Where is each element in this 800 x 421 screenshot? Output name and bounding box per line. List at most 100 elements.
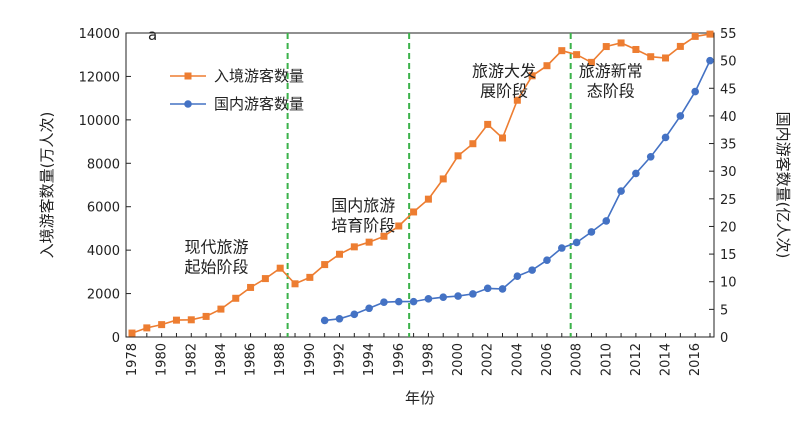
inbound-point (395, 222, 403, 230)
inbound-point (306, 273, 314, 281)
x-tick-label: 1996 (392, 343, 407, 376)
inbound-point (247, 283, 255, 291)
x-tick-label: 1992 (332, 343, 347, 376)
inbound-point (543, 62, 551, 70)
x-tick-label: 1980 (155, 343, 170, 376)
series-markers (128, 30, 714, 337)
inbound-point (602, 43, 610, 51)
inbound-point (410, 208, 418, 216)
x-tick-label: 2000 (451, 343, 466, 376)
domestic-point (557, 244, 566, 252)
inbound-point (469, 140, 477, 148)
x-tick-label: 1986 (244, 343, 259, 376)
inbound-point (662, 54, 670, 62)
inbound-point (202, 312, 210, 320)
y-right-tick-label: 55 (720, 27, 737, 42)
y-right-tick-label: 40 (720, 110, 737, 125)
inbound-point (172, 316, 180, 324)
inbound-point (706, 30, 714, 38)
stage-label: 展阶段 (480, 81, 528, 100)
domestic-point (380, 298, 388, 306)
y-right-tick-label: 25 (720, 193, 737, 208)
domestic-point (617, 187, 625, 195)
x-axis-title: 年份 (405, 389, 435, 407)
domestic-point (394, 297, 403, 306)
y-axis-left-title: 入境游客数量(万人次) (38, 112, 56, 259)
inbound-point (484, 120, 492, 128)
y-right-tick-label: 10 (720, 276, 737, 291)
x-tick-label: 2016 (688, 343, 703, 376)
inbound-point (691, 32, 699, 40)
inbound-point (439, 175, 447, 183)
domestic-point (513, 272, 522, 281)
y-right-tick-label: 0 (720, 331, 728, 346)
y-left-tick-label: 6000 (87, 201, 120, 216)
stage-label: 旅游大发 (472, 61, 536, 80)
domestic-point (320, 316, 329, 325)
inbound-point (528, 72, 536, 80)
domestic-point (691, 87, 699, 96)
domestic-point (661, 133, 670, 142)
y-left-tick-label: 8000 (87, 157, 120, 172)
panel-label: a (148, 26, 157, 44)
x-tick-label: 1984 (214, 343, 229, 376)
y-right-tick-label: 50 (720, 55, 737, 70)
domestic-point (498, 285, 507, 293)
inbound-point (513, 96, 521, 104)
domestic-point (335, 314, 344, 323)
legend-marker-inbound (184, 72, 192, 80)
inbound-point (128, 329, 136, 337)
x-tick-label: 2006 (540, 343, 555, 376)
y-right-tick-label: 15 (720, 248, 737, 263)
axes: 0 2000 4000 6000 8000 10000 12000 14000 0 5 10 15 20… (79, 27, 737, 376)
inbound-series-line (131, 33, 711, 334)
domestic-point (350, 310, 359, 319)
y-left-tick-label: 14000 (79, 27, 120, 42)
x-tick-label: 2012 (629, 343, 644, 376)
stage-label: 国内旅游 (331, 196, 395, 215)
y-right-tick-label: 35 (720, 138, 737, 153)
inbound-point (632, 45, 640, 53)
inbound-point (217, 305, 225, 313)
stage-label: 旅游新常 (579, 61, 643, 80)
y-left-tick-label: 0 (112, 331, 120, 346)
domestic-point (528, 266, 536, 274)
domestic-point (646, 153, 655, 161)
x-tick-label: 2014 (659, 343, 674, 376)
x-tick-label: 1988 (273, 343, 288, 376)
domestic-point (572, 238, 581, 247)
legend-marker-domestic (184, 100, 192, 108)
inbound-point (587, 58, 595, 66)
inbound-point (321, 261, 329, 269)
domestic-point (483, 284, 492, 293)
x-tick-label: 1978 (125, 343, 140, 376)
domestic-point (454, 292, 462, 300)
inbound-point (143, 324, 151, 332)
domestic-point (602, 217, 611, 225)
inbound-point (617, 39, 625, 47)
inbound-point (647, 53, 655, 61)
inbound-point (365, 238, 373, 246)
inbound-point (424, 195, 432, 203)
domestic-point (706, 56, 714, 65)
x-tick-label: 2004 (510, 343, 525, 376)
domestic-point (409, 297, 418, 306)
stage-dividers (286, 33, 572, 337)
stage-label: 培育阶段 (331, 216, 395, 235)
inbound-point (291, 280, 299, 288)
inbound-point (558, 47, 566, 55)
stage-label: 现代旅游 (184, 237, 248, 256)
legend-label-inbound: 入境游客数量 (214, 67, 304, 85)
x-tick-label: 1998 (421, 343, 436, 376)
x-tick-label: 2010 (599, 343, 614, 376)
inbound-point (676, 42, 684, 50)
inbound-point (187, 316, 195, 324)
stage-label: 起始阶段 (184, 257, 248, 276)
x-tick-label: 1994 (362, 343, 377, 376)
domestic-point (632, 169, 640, 178)
y-axis-right-title: 国内游客数量(亿人次) (774, 112, 792, 259)
y-right-tick-label: 45 (720, 82, 737, 97)
inbound-point (158, 321, 166, 329)
